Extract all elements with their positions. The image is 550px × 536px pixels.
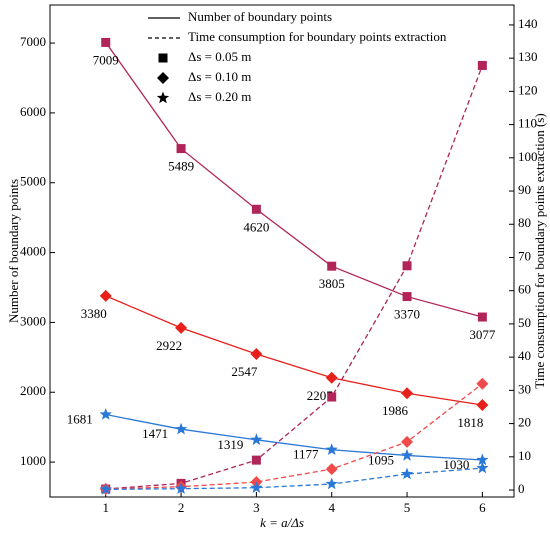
x-tick-label: 4 bbox=[328, 500, 335, 515]
data-point bbox=[325, 463, 338, 476]
series-line bbox=[105, 383, 483, 490]
y2-tick-label: 60 bbox=[518, 282, 531, 297]
data-label: 2207 bbox=[307, 388, 334, 403]
y2-tick-label: 10 bbox=[518, 448, 531, 463]
data-point bbox=[175, 321, 188, 334]
y-tick-label: 2000 bbox=[20, 383, 46, 398]
data-label: 2547 bbox=[231, 364, 258, 379]
data-point bbox=[402, 261, 412, 271]
data-point bbox=[99, 482, 112, 495]
data-label: 1986 bbox=[382, 403, 409, 418]
data-point bbox=[476, 461, 489, 474]
data-label: 1681 bbox=[67, 412, 93, 427]
legend-label: Number of boundary points bbox=[188, 9, 332, 24]
data-point bbox=[327, 261, 337, 271]
y-tick-label: 7000 bbox=[20, 34, 46, 49]
y2-tick-label: 80 bbox=[518, 215, 531, 230]
data-point bbox=[401, 387, 414, 400]
y2-tick-label: 0 bbox=[518, 481, 525, 496]
x-tick-label: 1 bbox=[102, 500, 109, 515]
y-tick-label: 5000 bbox=[20, 174, 46, 189]
y2-tick-label: 120 bbox=[518, 82, 538, 97]
y2-tick-label: 140 bbox=[518, 16, 538, 31]
x-tick-label: 5 bbox=[404, 500, 411, 515]
x-tick-label: 2 bbox=[178, 500, 185, 515]
data-point bbox=[250, 433, 263, 446]
legend-label: Δs = 0.05 m bbox=[188, 49, 251, 64]
data-point bbox=[99, 289, 112, 302]
data-point bbox=[402, 292, 412, 302]
y-tick-label: 3000 bbox=[20, 313, 46, 328]
legend-marker bbox=[156, 91, 170, 104]
data-point bbox=[251, 204, 261, 214]
data-point bbox=[176, 144, 186, 154]
data-point bbox=[174, 422, 188, 435]
y2-tick-label: 20 bbox=[518, 415, 531, 430]
plot-frame bbox=[49, 4, 515, 498]
data-point bbox=[400, 467, 414, 480]
data-point bbox=[476, 398, 489, 411]
y-tick-label: 4000 bbox=[20, 244, 46, 259]
data-label: 5489 bbox=[168, 159, 194, 174]
data-point bbox=[250, 348, 263, 361]
data-label: 1095 bbox=[368, 452, 394, 467]
x-tick-label: 6 bbox=[479, 500, 486, 515]
data-label: 3380 bbox=[81, 306, 107, 321]
data-label: 1177 bbox=[293, 447, 319, 462]
data-label: 7009 bbox=[93, 52, 119, 67]
legend-label: Δs = 0.10 m bbox=[188, 69, 251, 84]
legend-label: Δs = 0.20 m bbox=[188, 89, 251, 104]
data-point bbox=[99, 408, 112, 420]
data-label: 2922 bbox=[156, 338, 182, 353]
data-label: 4620 bbox=[243, 219, 269, 234]
y2-axis-label: Time consumption for boundary points ext… bbox=[532, 113, 547, 388]
data-label: 3370 bbox=[394, 307, 420, 322]
data-point bbox=[477, 60, 487, 70]
series-line bbox=[105, 65, 483, 490]
data-point bbox=[476, 377, 489, 390]
data-label: 1818 bbox=[457, 415, 483, 430]
data-point bbox=[401, 435, 414, 448]
data-point bbox=[477, 312, 487, 322]
data-point bbox=[325, 443, 338, 455]
legend-marker bbox=[158, 53, 168, 63]
x-axis-label: k = a/Δs bbox=[260, 515, 304, 530]
y2-tick-label: 70 bbox=[518, 248, 531, 263]
y2-tick-label: 50 bbox=[518, 315, 531, 330]
data-label: 3077 bbox=[469, 327, 496, 342]
y2-tick-label: 90 bbox=[518, 182, 531, 197]
data-point bbox=[250, 481, 263, 493]
y2-tick-label: 30 bbox=[518, 381, 531, 396]
data-point bbox=[325, 477, 338, 490]
data-point bbox=[101, 37, 111, 47]
y-tick-label: 6000 bbox=[20, 104, 46, 119]
legend-marker bbox=[157, 72, 169, 84]
data-point bbox=[251, 455, 261, 465]
y2-tick-label: 130 bbox=[518, 49, 538, 64]
y2-tick-label: 110 bbox=[518, 116, 537, 131]
series-line bbox=[105, 413, 483, 461]
data-point bbox=[476, 453, 489, 466]
data-label: 1319 bbox=[217, 437, 243, 452]
data-label: 1471 bbox=[142, 426, 168, 441]
data-label: 3805 bbox=[319, 276, 345, 291]
data-point bbox=[327, 392, 337, 402]
y-axis-label: Number of boundary points bbox=[6, 179, 21, 323]
y2-tick-label: 40 bbox=[518, 348, 531, 363]
series-line bbox=[105, 42, 483, 318]
series-line bbox=[105, 295, 483, 406]
y2-tick-label: 100 bbox=[518, 149, 538, 164]
data-point bbox=[325, 371, 338, 384]
legend-label: Time consumption for boundary points ext… bbox=[188, 29, 447, 44]
y-tick-label: 1000 bbox=[20, 453, 46, 468]
data-point bbox=[400, 448, 414, 461]
x-tick-label: 3 bbox=[253, 500, 260, 515]
data-label: 1030 bbox=[443, 457, 469, 472]
data-point bbox=[174, 482, 188, 494]
series-line bbox=[105, 467, 483, 491]
